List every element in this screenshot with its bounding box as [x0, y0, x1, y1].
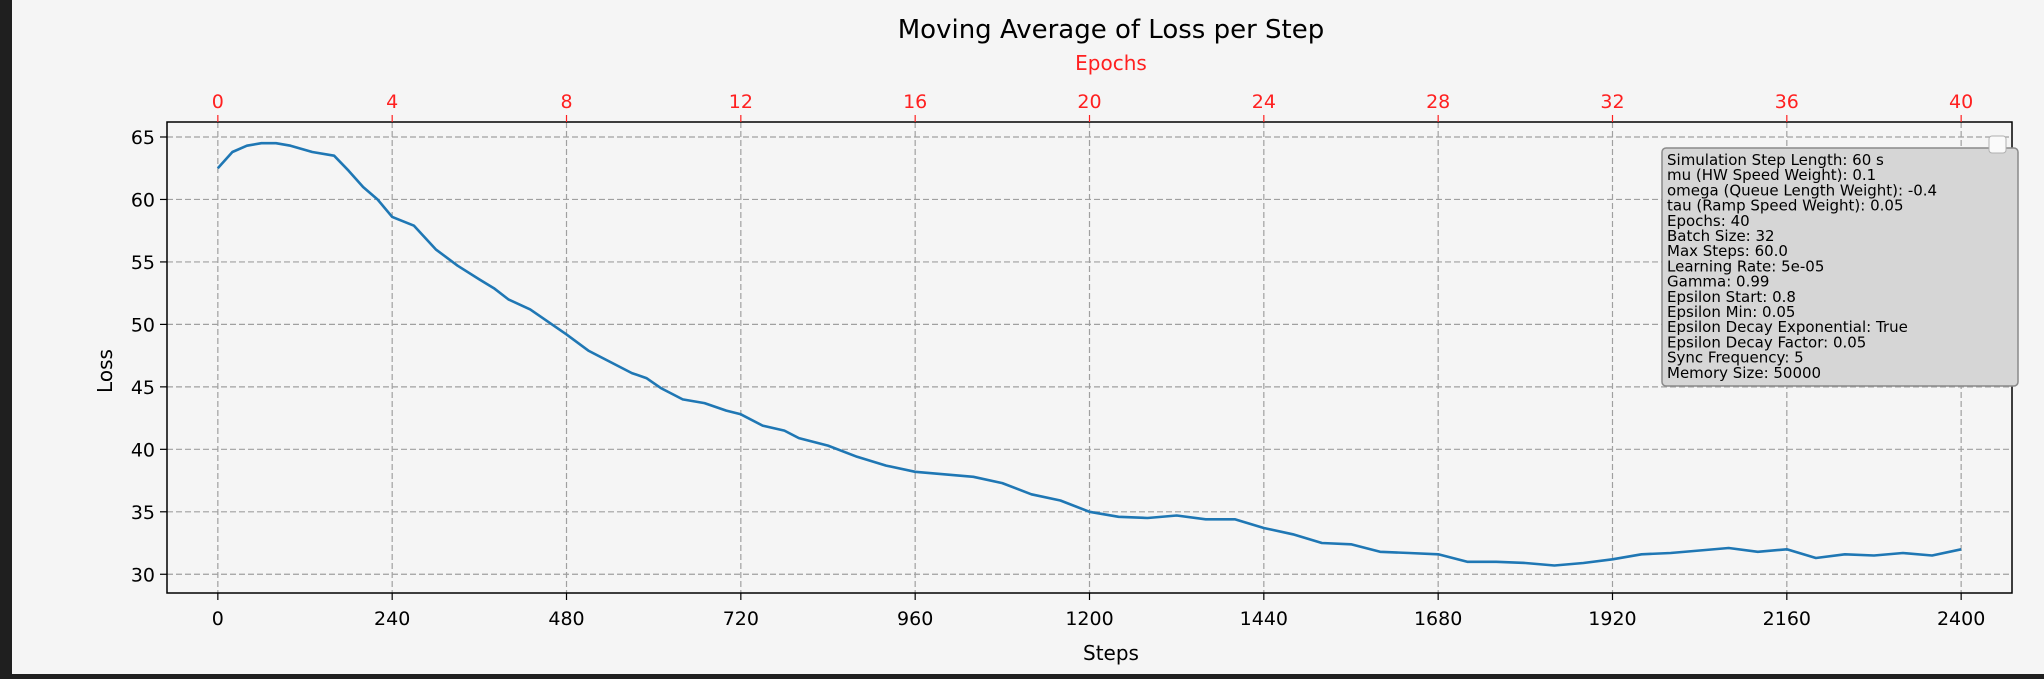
legend-entry: Epsilon Start: 0.8 — [1667, 288, 1796, 306]
x-tick-label: 1200 — [1065, 608, 1113, 630]
x2-tick-label: 28 — [1426, 91, 1450, 113]
x2-tick-label: 12 — [729, 91, 753, 113]
figure: Moving Average of Loss per Step Epochs 0… — [12, 0, 2044, 674]
legend-entry: Memory Size: 50000 — [1667, 364, 1821, 382]
x-tick-label: 1920 — [1588, 608, 1636, 630]
loss-series-line — [216, 141, 1962, 567]
legend-entry: Gamma: 0.99 — [1667, 273, 1769, 291]
y-tick-label: 30 — [131, 564, 155, 586]
x2-tick-label: 36 — [1775, 91, 1799, 113]
x2-tick-label: 40 — [1949, 91, 1973, 113]
secondary-axis-label: Epochs — [1075, 51, 1147, 75]
x2-tick-label: 8 — [560, 91, 572, 113]
x-tick-label: 2160 — [1763, 608, 1811, 630]
y-tick-label: 45 — [131, 377, 155, 399]
chart-title: Moving Average of Loss per Step — [898, 15, 1325, 45]
x-tick-label: 2400 — [1937, 608, 1985, 630]
legend-entry: Max Steps: 60.0 — [1667, 242, 1788, 260]
legend-entry: Epsilon Min: 0.05 — [1667, 303, 1795, 321]
y-tick-label: 40 — [131, 439, 155, 461]
x2-tick-label: 32 — [1600, 91, 1624, 113]
x-tick-label: 1680 — [1414, 608, 1462, 630]
secondary-x-axis: 0 4 8 12 16 20 24 28 32 36 40 — [212, 91, 1973, 122]
legend-box — [1661, 147, 2019, 387]
x2-tick-label: 0 — [212, 91, 224, 113]
legend-handle — [1988, 135, 2007, 154]
legend-entry: omega (Queue Length Weight): -0.4 — [1667, 181, 1937, 199]
x-tick-label: 960 — [897, 608, 933, 630]
legend-entry: Sync Frequency: 5 — [1667, 349, 1804, 367]
x-axis: 0 240 480 720 960 1200 1440 1680 1920 2160 2400 — [212, 593, 1985, 630]
y-tick-label: 35 — [131, 502, 155, 524]
y-tick-label: 65 — [131, 127, 155, 149]
x-tick-label: 480 — [548, 608, 584, 630]
x-tick-label: 0 — [212, 608, 224, 630]
legend-entry: Batch Size: 32 — [1667, 227, 1775, 245]
legend: Simulation Step Length: 60 smu (HW Speed… — [1661, 135, 2019, 387]
legend-entry: tau (Ramp Speed Weight): 0.05 — [1667, 197, 1904, 215]
y-axis: 30 35 40 45 50 55 60 65 — [131, 127, 167, 586]
y-tick-label: 55 — [131, 252, 155, 274]
legend-entry: Epochs: 40 — [1667, 212, 1750, 230]
x-tick-label: 240 — [374, 608, 410, 630]
legend-entry: Epsilon Decay Exponential: True — [1667, 318, 1908, 336]
x-tick-label: 720 — [723, 608, 759, 630]
y-tick-label: 50 — [131, 314, 155, 336]
x2-tick-label: 24 — [1252, 91, 1276, 113]
y-axis-label: Loss — [93, 349, 117, 393]
legend-entry: Simulation Step Length: 60 s — [1667, 151, 1884, 169]
x2-tick-label: 4 — [386, 91, 398, 113]
series-group — [216, 141, 1962, 567]
y-tick-label: 60 — [131, 189, 155, 211]
x2-tick-label: 16 — [903, 91, 927, 113]
legend-entry: Learning Rate: 5e-05 — [1667, 257, 1824, 275]
loss-chart: Moving Average of Loss per Step Epochs 0… — [93, 15, 2019, 665]
x2-tick-label: 20 — [1077, 91, 1101, 113]
legend-entry: mu (HW Speed Weight): 0.1 — [1667, 166, 1876, 184]
x-tick-label: 1440 — [1240, 608, 1288, 630]
x-axis-label: Steps — [1083, 641, 1139, 665]
legend-entry: Epsilon Decay Factor: 0.05 — [1667, 333, 1866, 351]
